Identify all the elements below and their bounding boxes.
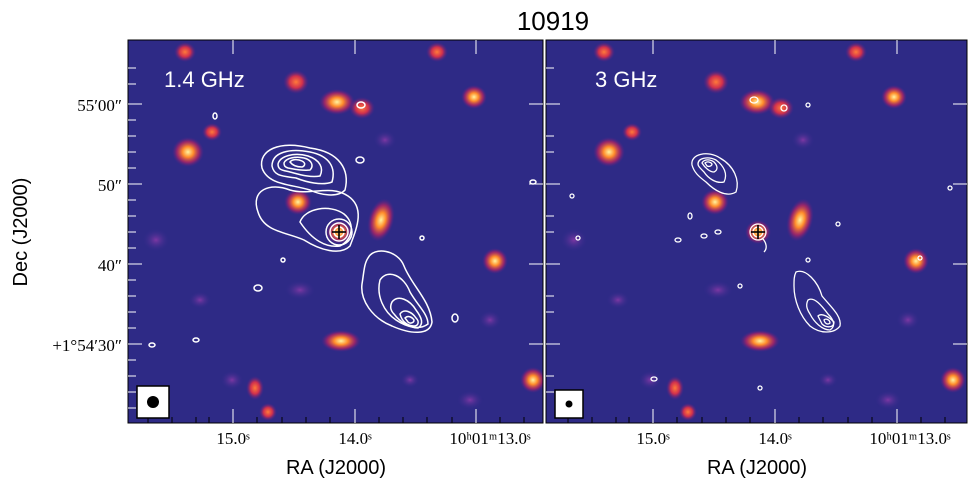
faint-sources bbox=[142, 130, 502, 410]
ra-tick-label: 14.0ˢ bbox=[758, 429, 792, 448]
panel-3ghz: 3 GHz 15.0ˢ 14.0ˢ 10ʰ01ᵐ13.0ˢ bbox=[545, 39, 968, 448]
beam-ellipse bbox=[147, 396, 159, 408]
ra-tick-label: 10ʰ01ᵐ13.0ˢ bbox=[449, 429, 531, 448]
tick-marks bbox=[546, 40, 967, 423]
host-position-cross bbox=[751, 225, 765, 239]
bright-sources bbox=[172, 42, 543, 421]
x-axis-label-right: RA (J2000) bbox=[707, 457, 807, 479]
minor-tick-marks bbox=[567, 417, 946, 423]
radio-contours bbox=[148, 101, 537, 348]
ra-tick-label: 14.0ˢ bbox=[338, 429, 372, 448]
beam-box bbox=[136, 385, 170, 419]
host-position-cross bbox=[332, 225, 346, 239]
faint-sources bbox=[560, 130, 920, 410]
panel-1-4ghz: 1.4 GHz 55′00″ 50″ 40″ +1°54′30″ 15.0ˢ 1… bbox=[52, 39, 544, 448]
ra-tick-label: 10ʰ01ᵐ13.0ˢ bbox=[869, 429, 951, 448]
bright-sources bbox=[593, 42, 966, 421]
figure-title: 10919 bbox=[517, 6, 589, 36]
y-axis-label: Dec (J2000) bbox=[10, 178, 32, 287]
dec-tick-label: 55′00″ bbox=[77, 96, 122, 115]
frequency-label: 1.4 GHz bbox=[164, 67, 245, 92]
tick-marks bbox=[128, 40, 543, 423]
frequency-label: 3 GHz bbox=[595, 67, 657, 92]
beam-ellipse bbox=[565, 400, 573, 408]
dec-tick-label: 50″ bbox=[98, 176, 122, 195]
x-axis-label-left: RA (J2000) bbox=[286, 457, 386, 479]
ra-tick-label: 15.0ˢ bbox=[636, 429, 670, 448]
dec-tick-label: +1°54′30″ bbox=[52, 336, 122, 355]
beam-box bbox=[554, 389, 584, 419]
ra-tick-label: 15.0ˢ bbox=[216, 429, 250, 448]
dec-tick-label: 40″ bbox=[98, 256, 122, 275]
